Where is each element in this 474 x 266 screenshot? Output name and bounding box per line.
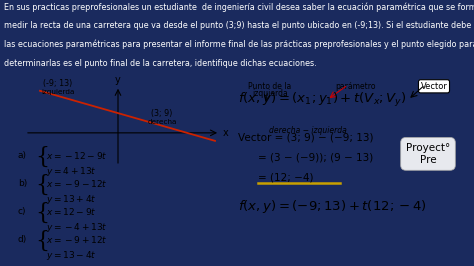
Text: las ecuaciones paramétricas para presentar el informe final de las prácticas pre: las ecuaciones paramétricas para present… bbox=[4, 40, 474, 49]
Text: medir la recta de una carretera que va desde el punto (3;9) hasta el punto ubica: medir la recta de una carretera que va d… bbox=[4, 21, 474, 30]
Text: c): c) bbox=[18, 207, 27, 216]
Text: y: y bbox=[115, 75, 121, 85]
Text: $y = 13 - 4t$: $y = 13 - 4t$ bbox=[46, 249, 97, 262]
Text: $y = 4 + 13t$: $y = 4 + 13t$ bbox=[46, 165, 97, 178]
Text: d): d) bbox=[18, 235, 27, 244]
Text: derecha: derecha bbox=[147, 119, 177, 125]
Text: izquierda: izquierda bbox=[41, 89, 75, 95]
Text: {: { bbox=[35, 146, 49, 168]
Text: $y = 13 + 4t$: $y = 13 + 4t$ bbox=[46, 193, 97, 206]
Text: {: { bbox=[35, 174, 49, 196]
Text: (-9; 13): (-9; 13) bbox=[44, 79, 73, 88]
Text: a): a) bbox=[18, 151, 27, 160]
Text: parámetro: parámetro bbox=[335, 82, 375, 91]
Text: En sus practicas preprofesionales un estudiante  de ingeniería civil desea saber: En sus practicas preprofesionales un est… bbox=[4, 2, 474, 12]
Text: {: { bbox=[35, 230, 49, 252]
Text: $x = -9 + 12t$: $x = -9 + 12t$ bbox=[46, 234, 108, 245]
Text: x: x bbox=[223, 128, 229, 138]
Text: (3; 9): (3; 9) bbox=[151, 109, 173, 118]
Text: izquierda: izquierda bbox=[252, 89, 288, 98]
Text: derecha − izquierda: derecha − izquierda bbox=[269, 126, 347, 135]
Text: b): b) bbox=[18, 179, 27, 188]
Text: = (3 − (−9)); (9 − 13): = (3 − (−9)); (9 − 13) bbox=[258, 153, 373, 163]
Text: $x = -12 - 9t$: $x = -12 - 9t$ bbox=[46, 150, 108, 161]
Text: determinarlas es el punto final de la carretera, identifique dichas ecuaciones.: determinarlas es el punto final de la ca… bbox=[4, 59, 317, 68]
Text: $x = 12 - 9t$: $x = 12 - 9t$ bbox=[46, 206, 97, 217]
Text: {: { bbox=[35, 202, 49, 224]
Text: Vector: Vector bbox=[420, 82, 447, 91]
Text: Vector = (3; 9) − (−9; 13): Vector = (3; 9) − (−9; 13) bbox=[238, 133, 374, 143]
Text: $f(x, y) = (x_1; y_1) + t(V_x; V_y)$: $f(x, y) = (x_1; y_1) + t(V_x; V_y)$ bbox=[238, 91, 407, 109]
Text: $x = -9 - 12t$: $x = -9 - 12t$ bbox=[46, 178, 108, 189]
Text: $f(x, y) = (-9; 13) + t(12; -4)$: $f(x, y) = (-9; 13) + t(12; -4)$ bbox=[238, 198, 427, 215]
Text: Proyect°
Pre: Proyect° Pre bbox=[406, 143, 450, 165]
Text: $y = -4 + 13t$: $y = -4 + 13t$ bbox=[46, 221, 108, 234]
Text: = (12; −4): = (12; −4) bbox=[258, 173, 313, 183]
Text: Punto de la: Punto de la bbox=[248, 82, 292, 91]
